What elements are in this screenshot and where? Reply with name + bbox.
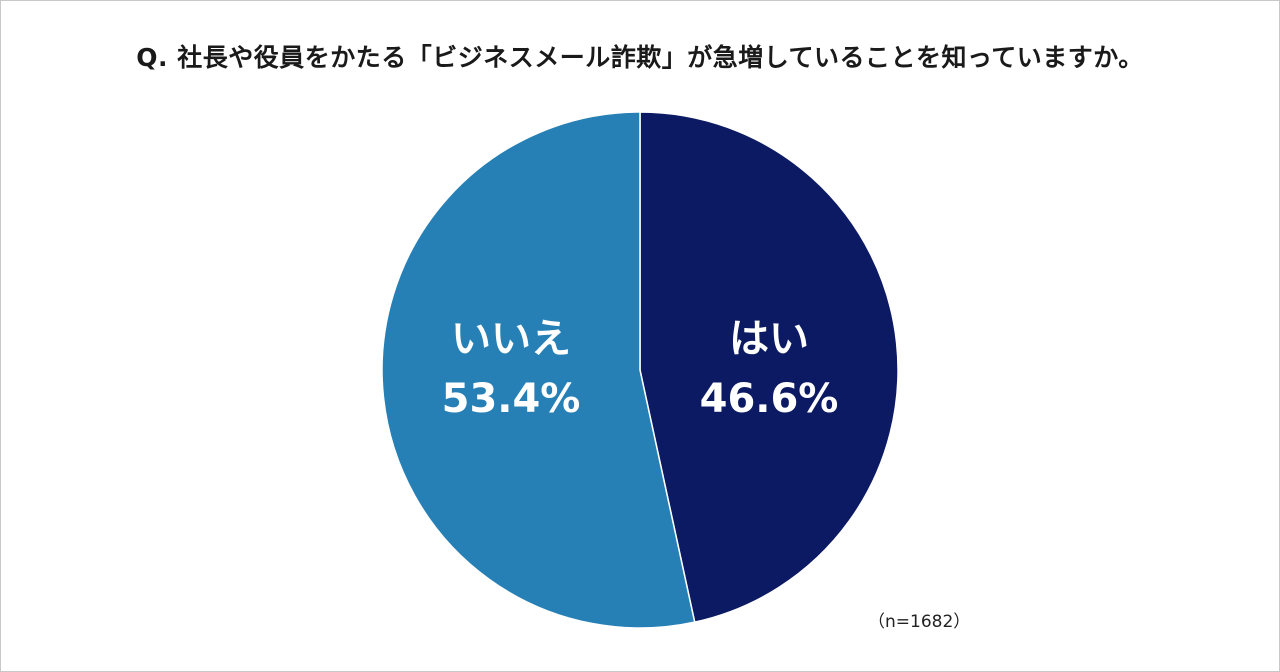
slice-value-label-1: 53.4%: [442, 376, 581, 422]
pie-slice-1: [381, 111, 696, 629]
slice-label-1: いいえ: [451, 316, 571, 362]
chart-title: Q. 社長や役員をかたる「ビジネスメール詐欺」が急増していることを知っていますか…: [136, 43, 1144, 72]
slice-label-0: はい: [729, 316, 809, 362]
pie-slice-0: [639, 111, 899, 624]
slice-value-label-0: 46.6%: [700, 376, 839, 422]
sample-size-label: （n=1682）: [868, 612, 971, 632]
